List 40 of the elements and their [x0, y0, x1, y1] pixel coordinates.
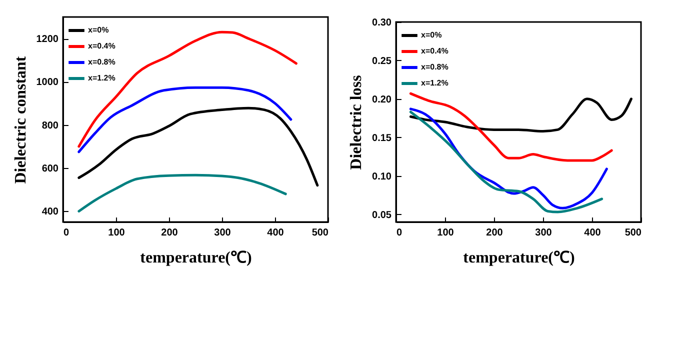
- line-series: [78, 86, 292, 154]
- y-tick-label: 0.25: [372, 56, 392, 67]
- y-tick-label: 1200: [36, 34, 59, 46]
- x-tick-label: 200: [486, 228, 504, 238]
- x-tick-label: 0: [396, 228, 402, 238]
- y-tick-label: 0.20: [372, 94, 392, 106]
- x-tick-label: 200: [161, 228, 178, 238]
- legend-label: x=0.8%: [88, 58, 116, 66]
- x-tick-label: 400: [584, 228, 602, 238]
- y-tick-label: 1000: [36, 77, 59, 88]
- y-axis-title: Dielectric constant: [12, 56, 30, 184]
- x-tick-label: 300: [535, 228, 552, 238]
- line-series: [409, 92, 613, 162]
- legend-label: x=1.2%: [421, 78, 448, 88]
- x-tick-label: 500: [312, 228, 329, 238]
- x-axis-title: temperature(℃): [140, 250, 252, 266]
- y-tick-label: 0.15: [372, 132, 392, 144]
- x-tick-label: 500: [624, 228, 642, 238]
- y-tick-label: 600: [42, 164, 59, 175]
- x-tick-label: 0: [64, 228, 70, 238]
- line-series: [409, 98, 632, 132]
- x-axis-title: temperature(℃): [463, 250, 575, 266]
- line-series: [78, 174, 287, 212]
- legend-label: x=0%: [421, 30, 442, 40]
- y-axis-title: Dielectric loss: [348, 75, 366, 170]
- legend-label: x=0.8%: [421, 62, 448, 72]
- legend-label: x=1.2%: [88, 74, 116, 82]
- y-tick-label: 0.30: [372, 18, 392, 28]
- legend-label: x=0%: [88, 26, 109, 34]
- y-tick-label: 0.05: [372, 210, 392, 221]
- y-tick-label: 0.10: [372, 171, 392, 182]
- x-tick-label: 100: [437, 228, 454, 238]
- legend-label: x=0.4%: [88, 42, 116, 50]
- x-tick-label: 100: [108, 228, 126, 238]
- y-tick-label: 400: [42, 206, 59, 218]
- line-series: [78, 106, 319, 187]
- x-tick-label: 300: [214, 228, 232, 238]
- legend-label: x=0.4%: [421, 46, 448, 56]
- x-tick-label: 400: [267, 228, 284, 238]
- y-tick-label: 800: [42, 120, 59, 132]
